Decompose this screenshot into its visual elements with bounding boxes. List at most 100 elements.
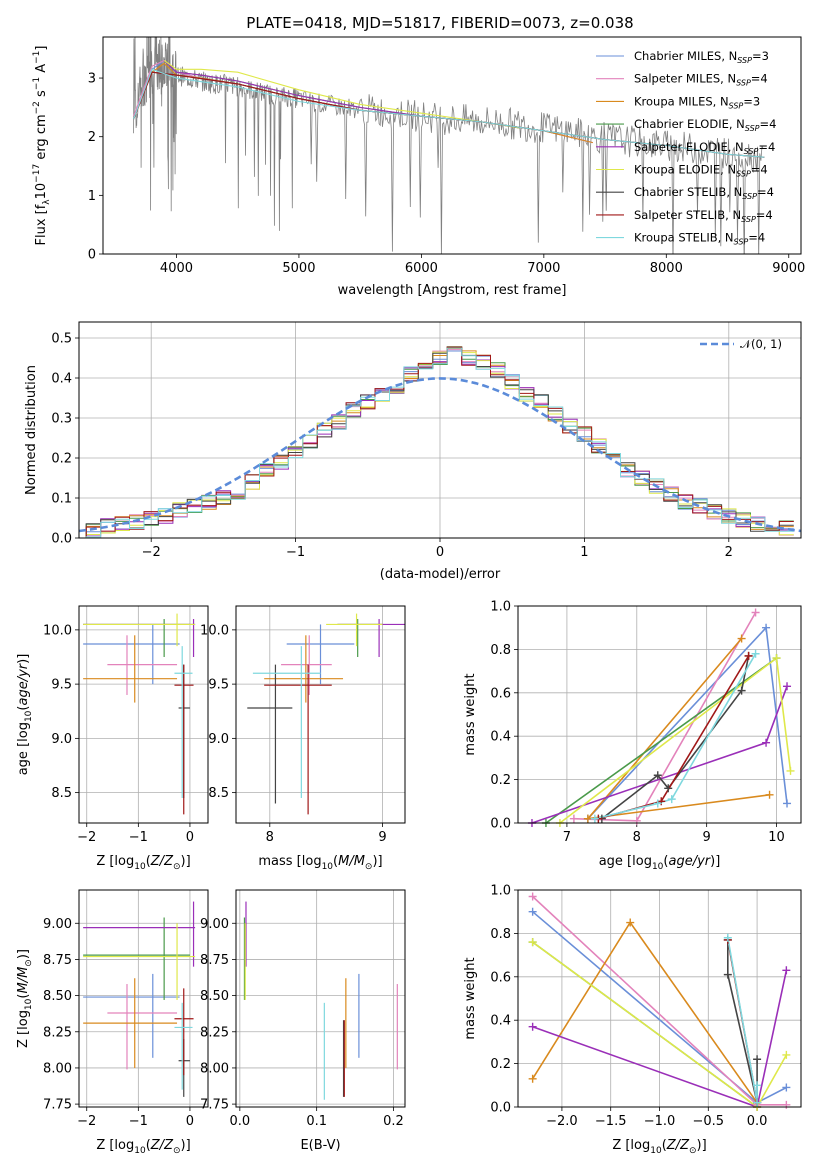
y-tick-label: 0.5 [51, 332, 72, 347]
label-part: mass weight [463, 957, 478, 1039]
weight-marker-chabrier-miles [528, 907, 537, 916]
axes-frame [517, 605, 802, 824]
weight-marker-salpeter-miles [751, 608, 760, 617]
label-part: age/yr [668, 854, 711, 869]
weight-marker-salpeter-miles [782, 1100, 791, 1109]
data-spectrum-line [133, 37, 764, 254]
y-tick-label: 9.00 [200, 917, 229, 932]
weight-marker-kroupa-elodie [772, 654, 781, 663]
y-tick-label: 1.0 [490, 884, 511, 899]
y-tick-label: 8.25 [43, 1025, 72, 1040]
y-tick-label: 0.4 [51, 372, 72, 387]
x-tick-label: 8000 [650, 261, 683, 276]
label-part: Z/Z [150, 1138, 174, 1153]
age-Z-panel: −2 −1 08.59.09.510.0Z [log10(Z/Z⊙)]age [lo… [16, 605, 209, 872]
weight-Z-panel: −2.0 −1.5 −1.0 −0.5 0.0 0.0 0.2 0.4 0.6 0.8 1.0 Z [… [463, 884, 802, 1156]
label-part: ⊙ [173, 1146, 181, 1156]
label-part: 10 [24, 998, 34, 1010]
legend-sub: SSP [736, 170, 751, 179]
label-part: 10 [134, 862, 146, 872]
label-part: Flux [f [34, 204, 49, 245]
x-tick-label: 5000 [282, 261, 315, 276]
legend-label: Kroupa ELODIE, N [634, 163, 736, 177]
y-tick-label: 0.8 [490, 643, 511, 658]
label-part: Z/Z [150, 854, 174, 869]
label-part: wavelength [Angstrom, rest frame] [338, 283, 567, 298]
weight-marker-chabrier-stelib [737, 686, 746, 695]
weight-marker-chabrier-stelib [664, 784, 673, 793]
axes-frame [235, 605, 406, 824]
label-part: ( [333, 854, 338, 869]
label-part: )] [16, 949, 31, 959]
y-tick-label: 9.5 [208, 678, 229, 693]
legend-entry: Kroupa ELODIE, NSSP=4 [634, 163, 768, 179]
x-axis-label: (data-model)/error [380, 567, 501, 582]
y-tick-label: 8.75 [43, 953, 72, 968]
y-tick-label: 0.2 [490, 773, 511, 788]
x-tick-label: −1 [129, 830, 148, 845]
y-tick-label: 0.6 [490, 970, 511, 985]
x-tick-label: 9 [378, 830, 386, 845]
label-part: ( [663, 854, 668, 869]
weight-marker-kroupa-stelib [667, 795, 676, 804]
weight-marker-chabrier-miles [782, 1083, 791, 1092]
series-line-kroupa-stelib [133, 68, 765, 158]
weight-marker-kroupa-miles [765, 790, 774, 799]
x-tick-label: −1 [129, 1114, 148, 1129]
y-tick-label: 8.5 [208, 786, 229, 801]
x-tick-label: −2 [77, 1114, 96, 1129]
weight-marker-kroupa-stelib [753, 1081, 762, 1090]
legend-tail: =4 [756, 208, 773, 222]
y-tick-label: 1.0 [490, 600, 511, 615]
label-part: −2 [32, 101, 42, 114]
y-tick-label: 3 [88, 72, 96, 87]
weight-marker-kroupa-elodie [786, 766, 795, 775]
weight-marker-salpeter-elodie [528, 1022, 537, 1031]
label-part: A [34, 64, 49, 77]
legend-label: Chabrier MILES, N [634, 49, 737, 63]
legend-label: Chabrier STELIB, N [634, 185, 742, 199]
label-part: λ [42, 199, 52, 205]
legend-tail: =3 [743, 94, 760, 108]
label-part: )] [181, 1138, 191, 1153]
label-part: )] [697, 1138, 707, 1153]
label-part: −1 [32, 51, 42, 64]
y-tick-label: 9.00 [43, 917, 72, 932]
x-tick-label: −2 [142, 545, 161, 560]
label-part: ⊙ [24, 959, 34, 967]
y-tick-label: 0 [88, 248, 96, 263]
x-axis-label: wavelength [Angstrom, rest frame] [338, 283, 567, 298]
label-part: s [34, 90, 49, 101]
label-part: 10 [24, 710, 34, 722]
x-tick-label: −1.5 [595, 1114, 627, 1129]
x-tick-label: 7000 [527, 261, 560, 276]
label-part: mass [log [258, 854, 321, 869]
x-tick-label: 0.2 [383, 1114, 404, 1129]
plot-area [243, 901, 398, 1100]
legend-tail: =4 [748, 231, 765, 245]
x-axis-label: Z [log10(Z/Z⊙)] [96, 1138, 190, 1156]
y-axis-label: age [log10(age/yr)] [16, 654, 34, 776]
legend-sub: SSP [744, 147, 759, 156]
weight-line-kroupa-elodie [559, 656, 792, 823]
y-tick-label: 8.5 [51, 786, 72, 801]
plot-area [83, 613, 196, 815]
legend-sub: SSP [734, 238, 749, 247]
weight-marker-kroupa-stelib [753, 1098, 762, 1107]
weight-marker-salpeter-miles [569, 814, 578, 823]
weight-marker-kroupa-stelib [723, 933, 732, 942]
legend-tail: =4 [760, 117, 777, 131]
y-axis-label: Flux [fλ10−17 erg cm−2 s−1 A−1] [32, 46, 52, 246]
y-tick-label: 0.8 [490, 927, 511, 942]
y-tick-label: 10.0 [200, 623, 229, 638]
x-tick-label: 9000 [772, 261, 805, 276]
y-tick-label: 0.0 [51, 532, 72, 547]
x-tick-label: 0.0 [229, 1114, 250, 1129]
legend-label: Chabrier ELODIE, N [634, 117, 745, 131]
y-tick-label: 8.25 [200, 1025, 229, 1040]
legend-label: Salpeter ELODIE, N [634, 140, 744, 154]
legend-tail: =4 [757, 185, 774, 199]
axes-frame [102, 36, 802, 255]
label-part: Z [log [16, 1010, 31, 1048]
y-tick-label: 8.00 [43, 1061, 72, 1076]
